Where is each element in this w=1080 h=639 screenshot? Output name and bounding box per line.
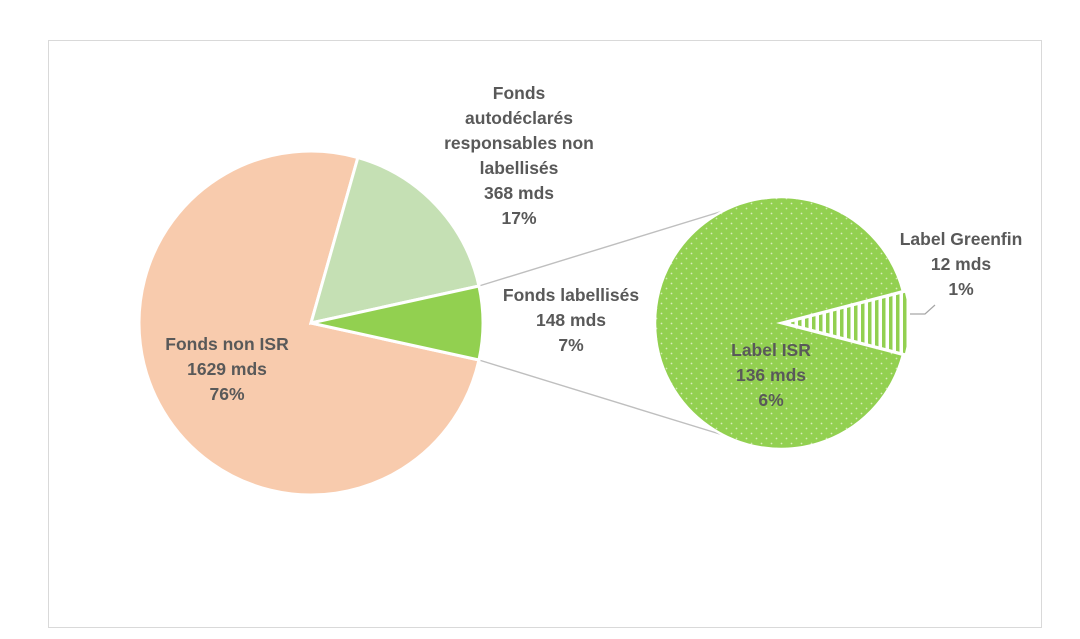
slice-label-isr <box>653 195 905 451</box>
secondary-pie <box>653 195 912 451</box>
connector-bottom <box>478 359 725 436</box>
connector-top <box>478 210 725 287</box>
slice-fonds-autodeclares-responsables-non-labellises <box>308 155 481 326</box>
slice-fonds-labellises <box>310 284 485 362</box>
label-label-isr: Label ISR 136 mds 6% <box>731 340 811 410</box>
label-fonds-non-isr: Fonds non ISR 1629 mds 76% <box>165 334 289 404</box>
data-labels: Fonds non ISR 1629 mds 76% Fonds autodéclaré… <box>165 83 1022 410</box>
slice-fonds-non-isr <box>137 149 481 497</box>
label-fonds-autodeclares-responsables-non-labellises: Fonds autodéclarés responsables non labelli… <box>444 83 594 228</box>
leader-line-label-greenfin <box>910 304 936 315</box>
connector-lines <box>478 210 725 436</box>
label-fonds-labellises: Fonds labellisés 148 mds 7% <box>503 285 639 355</box>
main-pie <box>137 149 485 497</box>
chart-frame: Fonds non ISR 1629 mds 76% Fonds autodéclaré… <box>48 40 1042 628</box>
slice-label-greenfin <box>779 289 912 357</box>
pie-of-pie-chart: Fonds non ISR 1629 mds 76% Fonds autodéclaré… <box>137 83 1022 497</box>
label-label-greenfin: Label Greenfin 12 mds 1% <box>900 229 1023 299</box>
